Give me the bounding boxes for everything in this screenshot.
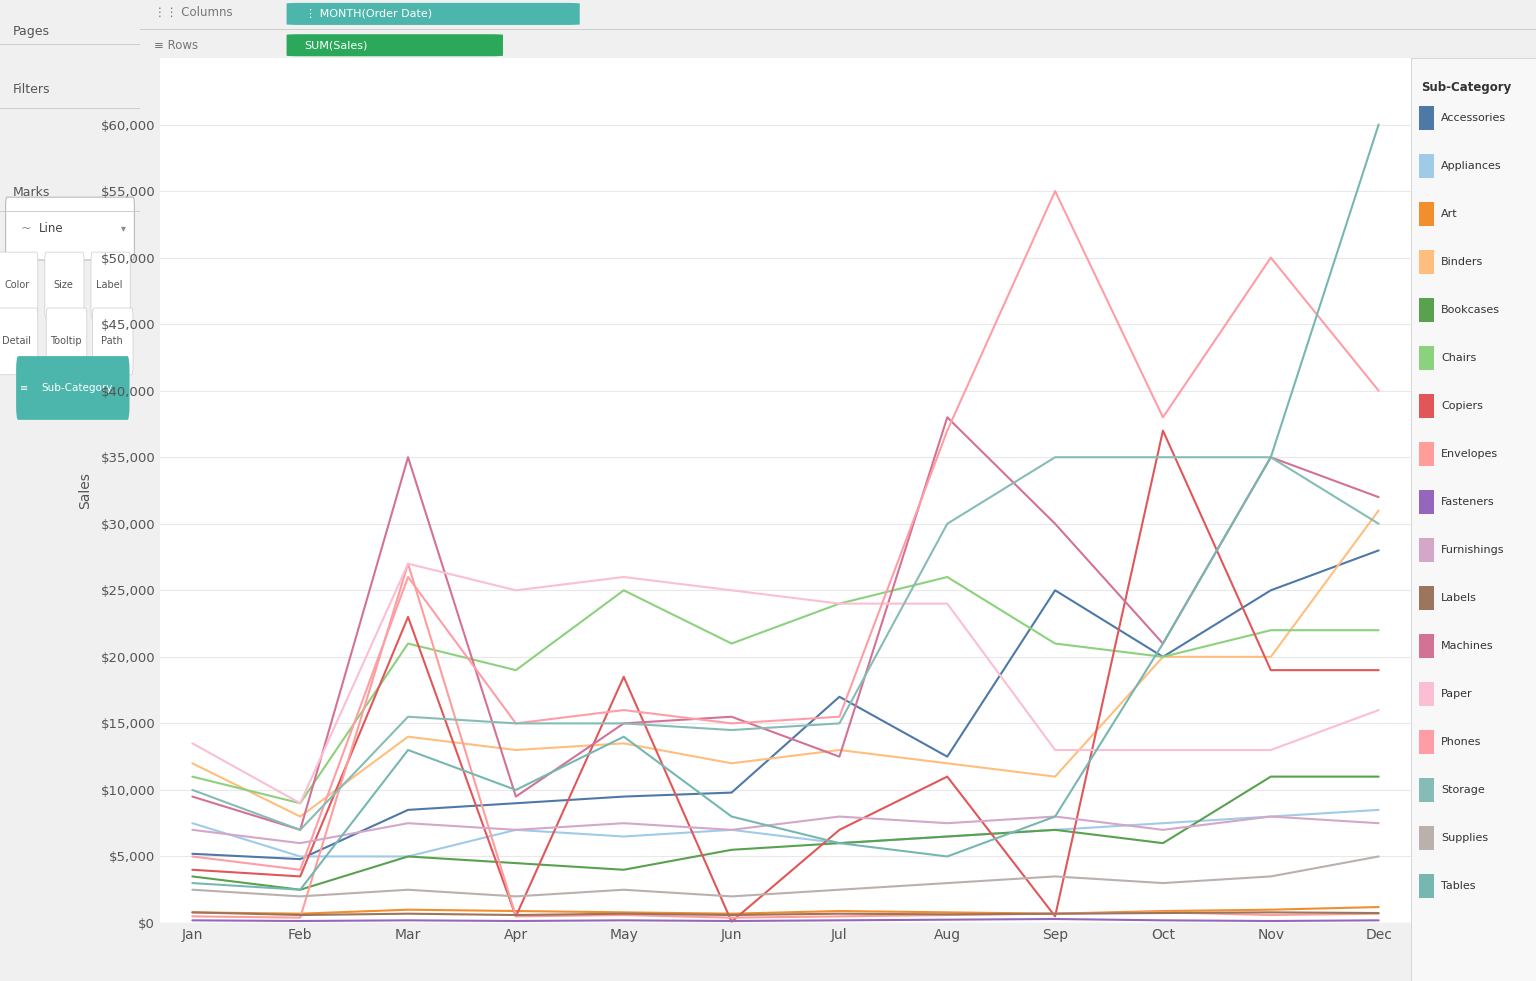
Text: Phones: Phones — [1441, 737, 1481, 747]
Text: ⋮⋮ Columns: ⋮⋮ Columns — [154, 6, 232, 20]
Bar — [1419, 586, 1433, 610]
Text: Filters: Filters — [12, 83, 51, 96]
Text: Supplies: Supplies — [1441, 833, 1488, 843]
Text: Detail: Detail — [2, 336, 31, 346]
Text: Size: Size — [54, 281, 72, 290]
Bar — [1419, 394, 1433, 418]
Text: ≡: ≡ — [20, 383, 28, 393]
Bar — [1419, 250, 1433, 274]
Bar — [1419, 538, 1433, 562]
Bar — [1419, 826, 1433, 850]
Text: Copiers: Copiers — [1441, 401, 1482, 411]
Text: Envelopes: Envelopes — [1441, 449, 1498, 459]
Text: Labels: Labels — [1441, 593, 1478, 603]
FancyBboxPatch shape — [46, 308, 88, 375]
FancyBboxPatch shape — [91, 252, 131, 319]
Bar — [1419, 346, 1433, 370]
Text: ▾: ▾ — [121, 224, 126, 233]
Bar — [1419, 874, 1433, 898]
Text: Line: Line — [40, 222, 65, 235]
Text: SUM(Sales): SUM(Sales) — [304, 40, 369, 50]
Bar — [1419, 154, 1433, 178]
Text: Path: Path — [101, 336, 123, 346]
FancyBboxPatch shape — [287, 3, 579, 25]
Bar — [1419, 106, 1433, 130]
Bar — [1419, 490, 1433, 514]
Bar — [1419, 298, 1433, 322]
Text: Tooltip: Tooltip — [51, 336, 81, 346]
FancyBboxPatch shape — [15, 356, 129, 420]
Text: Sub-Category: Sub-Category — [41, 383, 112, 393]
Text: ≡ Rows: ≡ Rows — [154, 38, 198, 52]
Text: Accessories: Accessories — [1441, 113, 1507, 123]
Bar — [1419, 202, 1433, 226]
Bar — [1419, 682, 1433, 706]
Bar — [1419, 778, 1433, 801]
Text: Bookcases: Bookcases — [1441, 305, 1501, 315]
Text: Marks: Marks — [12, 186, 51, 199]
Bar — [1419, 634, 1433, 658]
Text: Furnishings: Furnishings — [1441, 545, 1504, 555]
Text: Chairs: Chairs — [1441, 353, 1476, 363]
Text: Label: Label — [95, 281, 123, 290]
Text: Sub-Category: Sub-Category — [1421, 81, 1511, 94]
FancyBboxPatch shape — [0, 308, 38, 375]
Text: Art: Art — [1441, 209, 1458, 219]
Text: Machines: Machines — [1441, 641, 1493, 651]
Text: ~: ~ — [22, 222, 32, 235]
Text: Pages: Pages — [12, 25, 49, 37]
Text: ⋮ MONTH(Order Date): ⋮ MONTH(Order Date) — [304, 9, 432, 19]
Text: Color: Color — [5, 281, 29, 290]
FancyBboxPatch shape — [0, 252, 38, 319]
Bar — [1419, 730, 1433, 754]
Text: Appliances: Appliances — [1441, 161, 1502, 171]
Text: Binders: Binders — [1441, 257, 1484, 267]
FancyBboxPatch shape — [45, 252, 84, 319]
Y-axis label: Sales: Sales — [78, 472, 92, 509]
FancyBboxPatch shape — [92, 308, 134, 375]
Text: Tables: Tables — [1441, 881, 1476, 891]
Text: Fasteners: Fasteners — [1441, 497, 1495, 507]
Text: Paper: Paper — [1441, 689, 1473, 698]
Text: Storage: Storage — [1441, 785, 1485, 795]
FancyBboxPatch shape — [287, 34, 502, 56]
FancyBboxPatch shape — [6, 197, 135, 260]
Bar — [1419, 442, 1433, 466]
